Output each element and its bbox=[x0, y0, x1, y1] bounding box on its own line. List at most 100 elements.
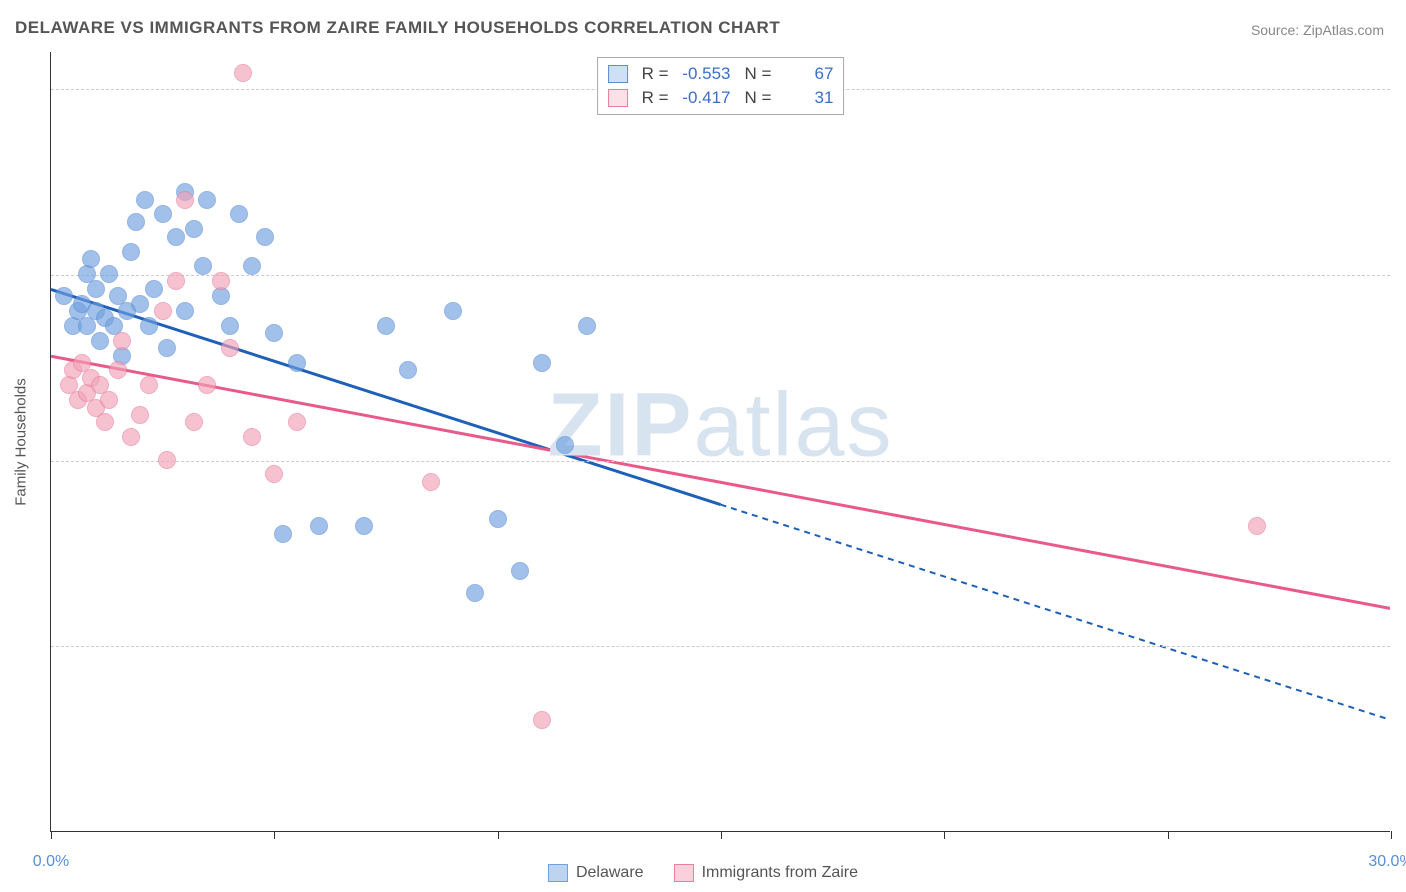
watermark-logo: ZIPatlas bbox=[547, 374, 893, 477]
trend-line-dashed bbox=[721, 505, 1391, 720]
scatter-point bbox=[185, 413, 203, 431]
bottom-legend: Delaware Immigrants from Zaire bbox=[548, 864, 858, 882]
scatter-point bbox=[154, 302, 172, 320]
y-axis-label: Family Households bbox=[13, 378, 30, 506]
x-tick-label: 30.0% bbox=[1368, 853, 1406, 871]
scatter-point bbox=[265, 324, 283, 342]
scatter-point bbox=[131, 295, 149, 313]
x-tick bbox=[1391, 831, 1392, 839]
scatter-point bbox=[288, 354, 306, 372]
scatter-point bbox=[310, 517, 328, 535]
scatter-point bbox=[556, 436, 574, 454]
y-tick-label: 25.0% bbox=[1400, 637, 1406, 655]
stats-legend-row: R = -0.417 N = 31 bbox=[608, 86, 834, 110]
scatter-point bbox=[87, 280, 105, 298]
scatter-point bbox=[533, 711, 551, 729]
scatter-point bbox=[176, 191, 194, 209]
scatter-point bbox=[158, 451, 176, 469]
legend-swatch bbox=[608, 89, 628, 107]
stats-legend-row: R = -0.553 N = 67 bbox=[608, 62, 834, 86]
legend-label: Immigrants from Zaire bbox=[702, 864, 858, 882]
x-tick-label: 0.0% bbox=[33, 853, 69, 871]
scatter-point bbox=[140, 376, 158, 394]
scatter-point bbox=[198, 191, 216, 209]
trend-line-solid bbox=[51, 356, 1390, 608]
scatter-point bbox=[136, 191, 154, 209]
stats-n-value: 31 bbox=[781, 88, 833, 108]
y-tick-label: 50.0% bbox=[1400, 452, 1406, 470]
legend-swatch bbox=[674, 864, 694, 882]
gridline bbox=[51, 646, 1390, 647]
legend-label: Delaware bbox=[576, 864, 644, 882]
scatter-point bbox=[444, 302, 462, 320]
gridline bbox=[51, 461, 1390, 462]
scatter-point bbox=[96, 413, 114, 431]
scatter-point bbox=[422, 473, 440, 491]
scatter-point bbox=[127, 213, 145, 231]
chart-plot-area: Family Households ZIPatlas R =-0.553N =6… bbox=[50, 52, 1390, 832]
stats-r-label: R = bbox=[642, 88, 669, 108]
bottom-legend-item: Delaware bbox=[548, 864, 644, 882]
scatter-point bbox=[265, 465, 283, 483]
scatter-point bbox=[489, 510, 507, 528]
x-tick bbox=[721, 831, 722, 839]
stats-n-label: N = bbox=[745, 88, 772, 108]
scatter-point bbox=[154, 205, 172, 223]
scatter-point bbox=[145, 280, 163, 298]
stats-legend-box: R = -0.553 N = 67 R = -0.417 N = 31 bbox=[597, 57, 845, 115]
scatter-point bbox=[122, 428, 140, 446]
scatter-point bbox=[221, 317, 239, 335]
y-tick-label: 100.0% bbox=[1400, 80, 1406, 98]
scatter-point bbox=[194, 257, 212, 275]
stats-r-value: -0.553 bbox=[679, 64, 731, 84]
scatter-point bbox=[511, 562, 529, 580]
stats-n-value: 67 bbox=[781, 64, 833, 84]
scatter-point bbox=[185, 220, 203, 238]
stats-r-label: R = bbox=[642, 64, 669, 84]
scatter-point bbox=[55, 287, 73, 305]
scatter-point bbox=[256, 228, 274, 246]
x-tick bbox=[498, 831, 499, 839]
stats-n-label: N = bbox=[745, 64, 772, 84]
source-link[interactable]: ZipAtlas.com bbox=[1303, 22, 1384, 38]
scatter-point bbox=[578, 317, 596, 335]
stats-r-value: -0.417 bbox=[679, 88, 731, 108]
scatter-point bbox=[113, 332, 131, 350]
x-tick bbox=[274, 831, 275, 839]
scatter-point bbox=[140, 317, 158, 335]
source-attribution: Source: ZipAtlas.com bbox=[1251, 22, 1384, 38]
scatter-point bbox=[230, 205, 248, 223]
scatter-point bbox=[167, 228, 185, 246]
legend-swatch bbox=[548, 864, 568, 882]
scatter-point bbox=[466, 584, 484, 602]
legend-swatch bbox=[608, 65, 628, 83]
scatter-point bbox=[100, 265, 118, 283]
x-tick bbox=[1168, 831, 1169, 839]
scatter-point bbox=[212, 272, 230, 290]
scatter-point bbox=[243, 428, 261, 446]
scatter-point bbox=[122, 243, 140, 261]
scatter-point bbox=[109, 361, 127, 379]
x-tick bbox=[51, 831, 52, 839]
chart-title: DELAWARE VS IMMIGRANTS FROM ZAIRE FAMILY… bbox=[15, 18, 780, 38]
scatter-point bbox=[158, 339, 176, 357]
scatter-point bbox=[399, 361, 417, 379]
scatter-point bbox=[91, 332, 109, 350]
scatter-point bbox=[355, 517, 373, 535]
scatter-point bbox=[377, 317, 395, 335]
scatter-point bbox=[533, 354, 551, 372]
scatter-point bbox=[221, 339, 239, 357]
scatter-point bbox=[243, 257, 261, 275]
scatter-point bbox=[82, 250, 100, 268]
x-tick bbox=[944, 831, 945, 839]
scatter-point bbox=[167, 272, 185, 290]
scatter-point bbox=[100, 391, 118, 409]
scatter-point bbox=[274, 525, 292, 543]
scatter-point bbox=[198, 376, 216, 394]
scatter-point bbox=[176, 302, 194, 320]
scatter-point bbox=[234, 64, 252, 82]
y-tick-label: 75.0% bbox=[1400, 266, 1406, 284]
scatter-point bbox=[131, 406, 149, 424]
scatter-point bbox=[288, 413, 306, 431]
bottom-legend-item: Immigrants from Zaire bbox=[674, 864, 858, 882]
